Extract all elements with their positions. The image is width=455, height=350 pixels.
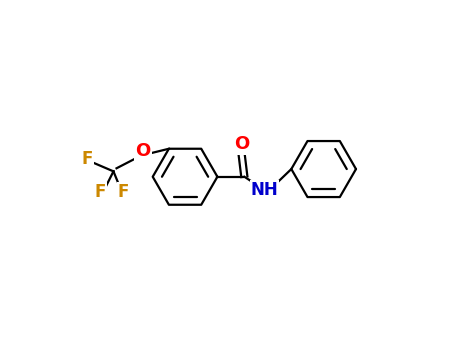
Text: F: F [118, 183, 129, 201]
Text: F: F [81, 150, 93, 168]
Text: NH: NH [251, 181, 278, 199]
Text: F: F [95, 183, 106, 201]
Text: O: O [234, 135, 249, 153]
Text: O: O [135, 142, 150, 160]
